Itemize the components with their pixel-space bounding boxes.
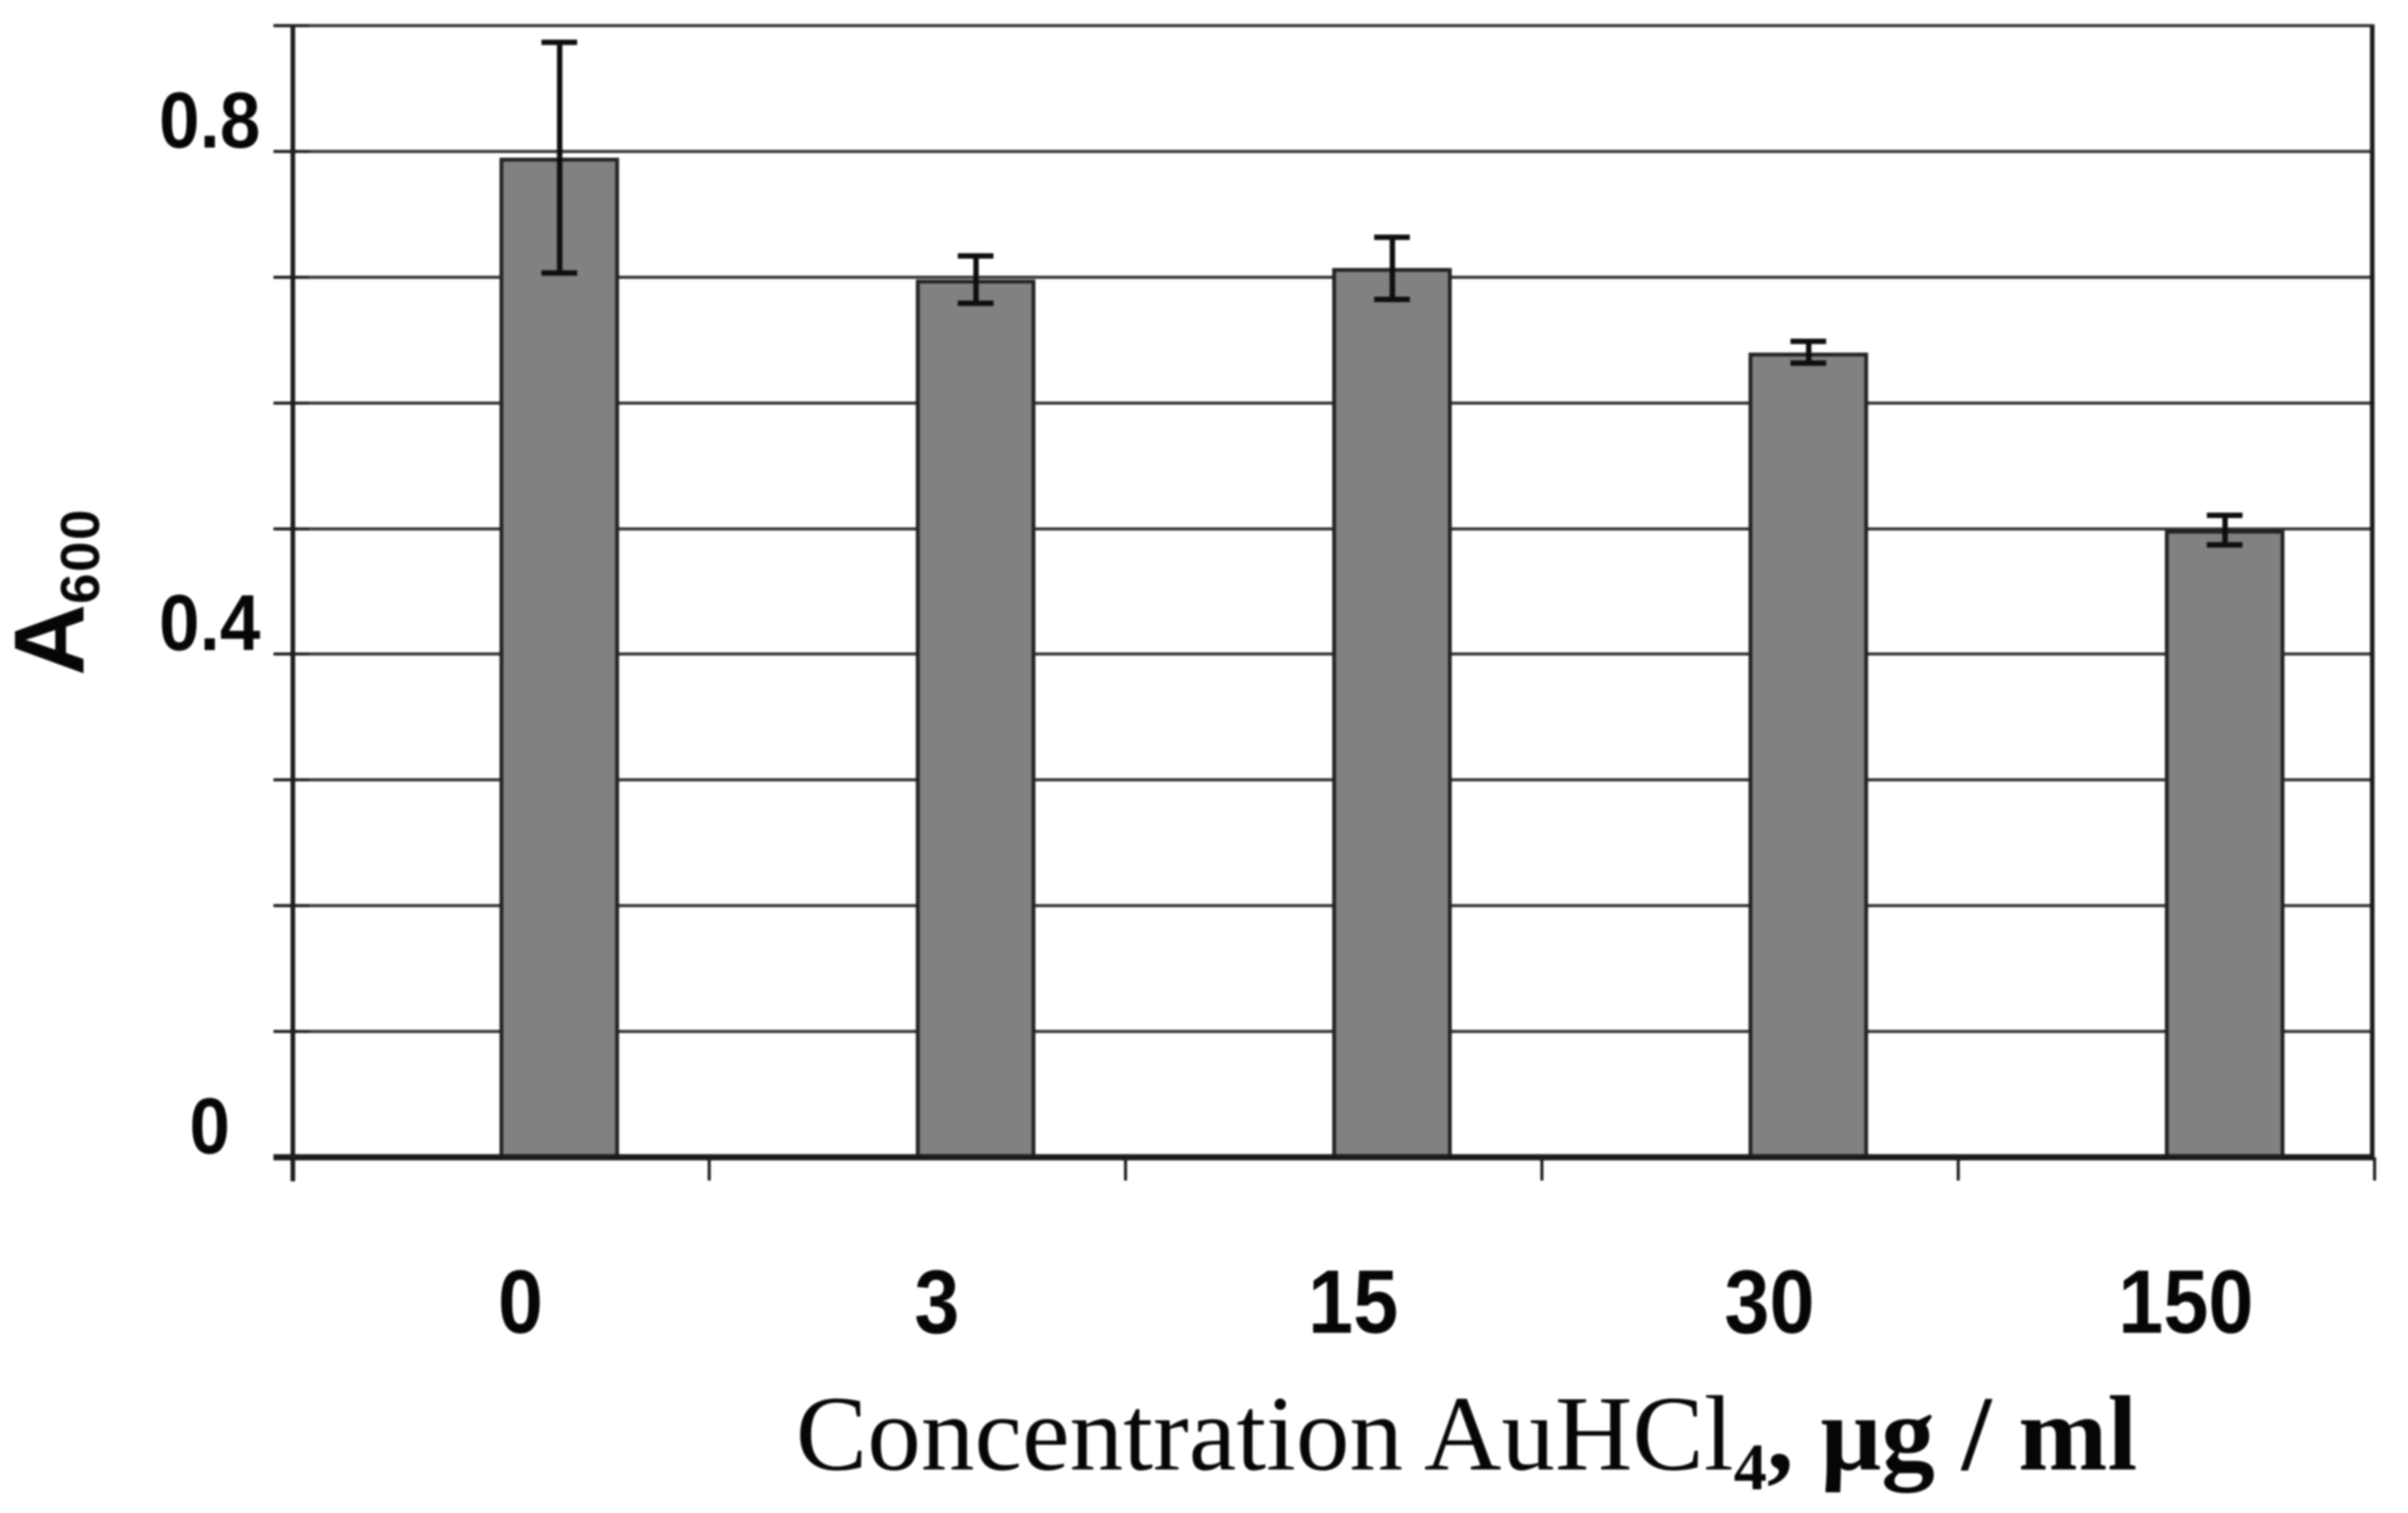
x-tick-label: 150: [2117, 1251, 2254, 1352]
x-axis-line: [273, 1154, 2375, 1160]
x-axis-tick: [2373, 1157, 2376, 1181]
y-axis-tick: [273, 1030, 309, 1034]
error-bar-cap-bottom: [958, 300, 993, 306]
x-tick-label: 30: [1724, 1251, 1815, 1352]
error-bar-cap-top: [1374, 234, 1410, 240]
error-bar-line: [1805, 341, 1811, 364]
plot-area: [293, 24, 2375, 1157]
error-bar-cap-top: [2207, 512, 2243, 518]
error-bar-cap-bottom: [541, 270, 577, 276]
x-axis-tick: [291, 1157, 294, 1181]
bar: [1749, 352, 1868, 1157]
y-axis-tick: [273, 401, 309, 405]
bar: [499, 157, 619, 1157]
y-axis-tick: [273, 24, 309, 27]
x-tick-label: 3: [913, 1251, 960, 1352]
x-tick-label: 15: [1307, 1251, 1399, 1352]
bar: [2165, 530, 2284, 1157]
y-axis-tick: [273, 275, 309, 279]
plot-right-border: [2370, 26, 2375, 1157]
x-tick-label: 0: [497, 1251, 544, 1352]
error-bar-cap-top: [958, 253, 993, 259]
gridline: [293, 149, 2375, 153]
y-axis-title: A600: [0, 508, 130, 676]
x-axis-tick: [1957, 1157, 1960, 1181]
y-tick-label: 0: [189, 1082, 231, 1170]
error-bar-cap-bottom: [2207, 541, 2243, 548]
error-bar-cap-top: [541, 40, 577, 46]
y-tick-label: 0.4: [158, 579, 261, 668]
error-bar-line: [556, 42, 562, 273]
x-axis-tick: [1540, 1157, 1543, 1181]
x-axis-tick: [708, 1157, 711, 1181]
y-axis-tick: [273, 904, 309, 908]
y-axis-line: [291, 26, 295, 1181]
error-bar-cap-top: [1790, 339, 1826, 345]
error-bar-cap-bottom: [1790, 360, 1826, 367]
y-axis-tick: [273, 527, 309, 530]
y-axis-title-main: A: [0, 603, 106, 676]
y-axis-tick: [273, 149, 309, 153]
bar: [916, 280, 1035, 1157]
bar: [1332, 268, 1452, 1157]
error-bar-line: [2222, 514, 2228, 545]
x-axis-title-suffix: , μg / ml: [1766, 1374, 2138, 1493]
y-axis-tick: [273, 778, 309, 782]
y-tick-label: 0.8: [158, 75, 261, 165]
y-axis-title-subscript: 600: [49, 508, 111, 604]
x-axis-title-subscript: 4: [1733, 1430, 1767, 1504]
error-bar-cap-bottom: [1374, 296, 1410, 302]
x-axis-title: Concentration AuHCl4, μg / ml: [795, 1376, 2137, 1513]
x-axis-title-prefix: Concentration AuHCl: [795, 1374, 1734, 1493]
x-axis-tick: [1124, 1157, 1127, 1181]
gridline: [293, 24, 2375, 27]
y-axis-tick: [273, 652, 309, 656]
error-bar-line: [1389, 236, 1395, 300]
error-bar-line: [973, 256, 979, 304]
